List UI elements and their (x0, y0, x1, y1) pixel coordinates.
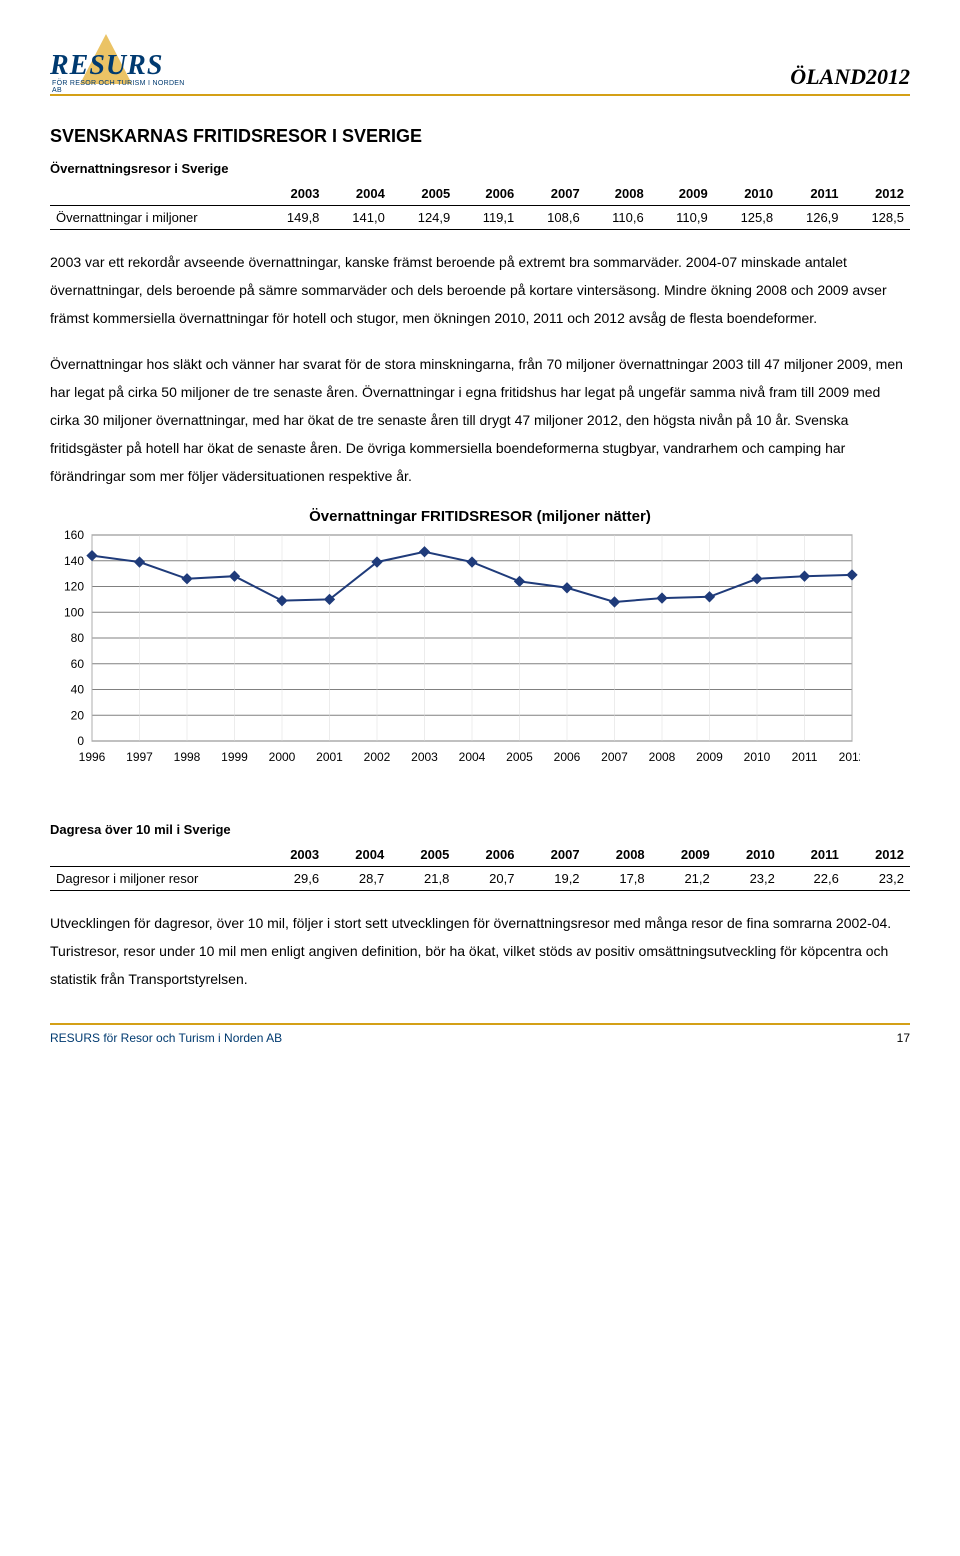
svg-text:2010: 2010 (744, 750, 771, 764)
svg-text:0: 0 (77, 734, 84, 748)
row-label: Övernattningar i miljoner (50, 206, 260, 230)
svg-text:2003: 2003 (411, 750, 438, 764)
svg-text:2000: 2000 (269, 750, 296, 764)
svg-text:1997: 1997 (126, 750, 153, 764)
svg-text:2005: 2005 (506, 750, 533, 764)
value-cell: 108,6 (520, 206, 585, 230)
section-heading: SVENSKARNAS FRITIDSRESOR I SVERIGE (50, 126, 910, 147)
svg-text:120: 120 (64, 580, 84, 594)
body-paragraph-3: Utvecklingen för dagresor, över 10 mil, … (50, 909, 910, 993)
year-header: 2011 (781, 843, 845, 867)
chart-title: Övernattningar FRITIDSRESOR (miljoner nä… (50, 508, 910, 525)
value-cell: 22,6 (781, 867, 845, 891)
year-header: 2006 (456, 182, 520, 206)
page-footer: RESURS för Resor och Turism i Norden AB … (50, 1023, 910, 1045)
value-cell: 21,8 (390, 867, 455, 891)
year-header: 2009 (650, 182, 714, 206)
year-header: 2003 (260, 182, 325, 206)
table2-title: Dagresa över 10 mil i Sverige (50, 822, 910, 837)
value-cell: 17,8 (586, 867, 651, 891)
year-header: 2006 (455, 843, 520, 867)
line-chart: 0 20 40 60 80 100 120 140 160 1996 1997 1998 1999 200… (50, 527, 860, 767)
value-cell: 110,6 (586, 206, 650, 230)
chart-container: Övernattningar FRITIDSRESOR (miljoner nä… (50, 508, 910, 772)
year-header: 2004 (325, 182, 390, 206)
svg-text:20: 20 (71, 708, 85, 722)
year-header: 2010 (714, 182, 779, 206)
value-cell: 110,9 (650, 206, 714, 230)
value-cell: 20,7 (455, 867, 520, 891)
row-label: Dagresor i miljoner resor (50, 867, 260, 891)
table1-title: Övernattningsresor i Sverige (50, 161, 910, 176)
svg-text:2006: 2006 (554, 750, 581, 764)
year-header: 2008 (586, 182, 650, 206)
table-header-row: 2003200420052006200720082009201020112012 (50, 182, 910, 206)
year-header: 2010 (716, 843, 781, 867)
svg-text:2008: 2008 (649, 750, 676, 764)
value-cell: 141,0 (325, 206, 390, 230)
value-cell: 28,7 (325, 867, 390, 891)
page-number: 17 (897, 1031, 910, 1045)
value-cell: 124,9 (391, 206, 456, 230)
svg-text:80: 80 (71, 631, 85, 645)
page-header: RESURS FÖR RESOR OCH TURISM I NORDEN AB … (50, 40, 910, 96)
year-header: 2003 (260, 843, 325, 867)
svg-text:2001: 2001 (316, 750, 343, 764)
svg-text:1999: 1999 (221, 750, 248, 764)
value-cell: 29,6 (260, 867, 325, 891)
svg-text:2011: 2011 (792, 750, 818, 764)
svg-text:60: 60 (71, 657, 85, 671)
footer-left: RESURS för Resor och Turism i Norden AB (50, 1031, 282, 1045)
year-header: 2007 (520, 182, 585, 206)
value-cell: 119,1 (456, 206, 520, 230)
svg-text:1998: 1998 (174, 750, 201, 764)
logo-subtext: FÖR RESOR OCH TURISM I NORDEN AB (52, 80, 190, 94)
year-header: 2009 (651, 843, 716, 867)
year-header: 2008 (586, 843, 651, 867)
value-cell: 149,8 (260, 206, 325, 230)
value-cell: 23,2 (716, 867, 781, 891)
svg-text:2012: 2012 (839, 750, 860, 764)
year-header: 2004 (325, 843, 390, 867)
table-data-row: Övernattningar i miljoner 149,8141,0124,… (50, 206, 910, 230)
svg-text:2009: 2009 (696, 750, 723, 764)
value-cell: 126,9 (779, 206, 844, 230)
table-dagresor: 2003200420052006200720082009201020112012… (50, 843, 910, 891)
svg-text:140: 140 (64, 554, 84, 568)
table-data-row: Dagresor i miljoner resor 29,628,721,820… (50, 867, 910, 891)
body-paragraph-1: 2003 var ett rekordår avseende övernattn… (50, 248, 910, 332)
svg-text:100: 100 (64, 605, 84, 619)
svg-text:2002: 2002 (364, 750, 391, 764)
year-header: 2012 (845, 182, 910, 206)
year-header: 2005 (391, 182, 456, 206)
svg-text:40: 40 (71, 683, 85, 697)
svg-text:1996: 1996 (79, 750, 106, 764)
logo-text: RESURS (50, 50, 163, 82)
svg-text:2007: 2007 (601, 750, 628, 764)
year-header: 2012 (845, 843, 910, 867)
year-header: 2007 (520, 843, 585, 867)
svg-text:2004: 2004 (459, 750, 486, 764)
document-title: ÖLAND2012 (790, 64, 910, 90)
logo: RESURS FÖR RESOR OCH TURISM I NORDEN AB (50, 40, 190, 90)
body-paragraph-2: Övernattningar hos släkt och vänner har … (50, 350, 910, 490)
year-header: 2011 (779, 182, 844, 206)
year-header: 2005 (390, 843, 455, 867)
value-cell: 23,2 (845, 867, 910, 891)
table-header-row: 2003200420052006200720082009201020112012 (50, 843, 910, 867)
table-overnattningar: 2003200420052006200720082009201020112012… (50, 182, 910, 230)
svg-text:160: 160 (64, 528, 84, 542)
value-cell: 19,2 (520, 867, 585, 891)
value-cell: 21,2 (651, 867, 716, 891)
value-cell: 128,5 (845, 206, 910, 230)
value-cell: 125,8 (714, 206, 779, 230)
